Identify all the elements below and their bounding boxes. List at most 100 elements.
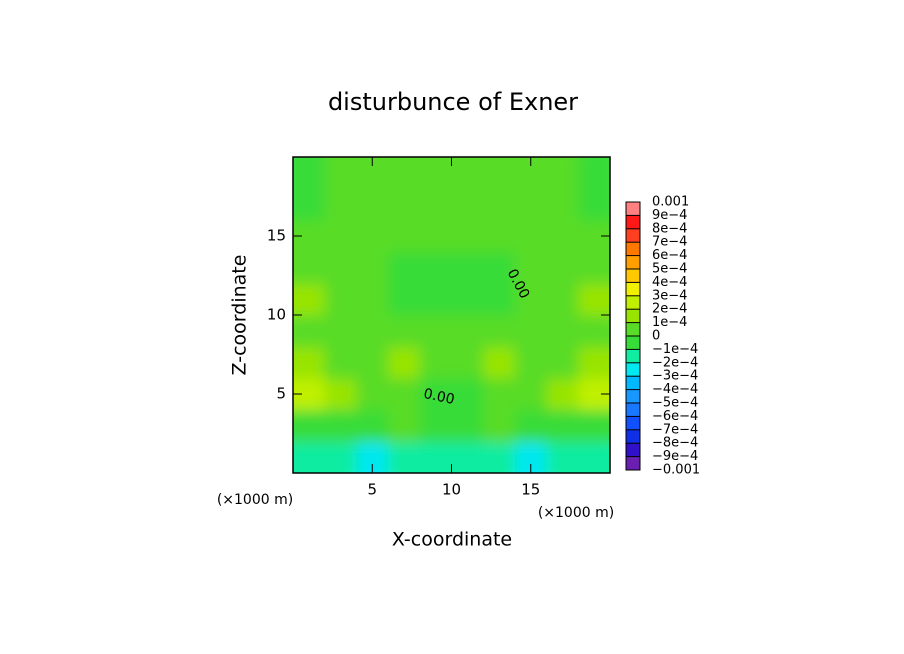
field-cell [578, 188, 610, 221]
colorbar-band [626, 215, 640, 229]
field-cell [388, 251, 421, 284]
field-cell [578, 378, 610, 411]
field-cell [451, 441, 484, 473]
colorbar-label: −2e−4 [652, 355, 698, 370]
colorbar-label: 7e−4 [652, 235, 687, 250]
field-cell [451, 220, 484, 253]
field-cell [483, 441, 516, 473]
field-cell [419, 378, 453, 411]
field-cell [356, 283, 389, 316]
field-cell [483, 220, 516, 253]
colorbar-label: 1e−4 [652, 315, 687, 330]
field-cells [293, 157, 610, 473]
field-cell [324, 283, 357, 316]
field-cell [293, 251, 326, 284]
field-cell [514, 409, 548, 442]
colorbar-band [626, 443, 640, 457]
field-cell [451, 315, 484, 348]
field-cell [324, 378, 357, 411]
colorbar-band [626, 376, 640, 390]
field-cell [293, 315, 326, 348]
field-cell [388, 188, 421, 221]
colorbar-label: −3e−4 [652, 369, 698, 384]
field-cell [514, 157, 548, 190]
field-cell [514, 378, 548, 411]
colorbar-band [626, 349, 640, 363]
field-cell [324, 188, 357, 221]
chart-title: disturbunce of Exner [328, 88, 578, 116]
colorbar-label: 8e−4 [652, 221, 687, 236]
field-cell [356, 441, 389, 473]
field-cell [451, 346, 484, 379]
field-cell [483, 315, 516, 348]
field-cell [356, 251, 389, 284]
field-cell [546, 346, 579, 379]
x-tick-label: 10 [442, 481, 461, 499]
field-cell [546, 251, 579, 284]
colorbar-label: −8e−4 [652, 436, 698, 451]
colorbar-band [626, 403, 640, 417]
field-cell [546, 378, 579, 411]
field-cell [578, 315, 610, 348]
field-cell [483, 188, 516, 221]
field-cell [419, 251, 453, 284]
colorbar-label: 0.001 [652, 195, 689, 210]
field-cell [546, 220, 579, 253]
colorbar-label: 5e−4 [652, 262, 687, 277]
field-cell [483, 283, 516, 316]
field-cell [578, 220, 610, 253]
field-cell [388, 315, 421, 348]
field-cell [514, 251, 548, 284]
y-axis-label: Z-coordinate [229, 255, 251, 376]
field-cell [546, 188, 579, 221]
field-cell [419, 441, 453, 473]
field-cell [451, 283, 484, 316]
colorbar-label: −5e−4 [652, 396, 698, 411]
field-cell [293, 346, 326, 379]
colorbar-label: −0.001 [652, 463, 700, 478]
field-cell [483, 251, 516, 284]
field [293, 157, 610, 473]
field-cell [546, 441, 579, 473]
field-cell [546, 409, 579, 442]
colorbar-band [626, 255, 640, 269]
field-cell [578, 441, 610, 473]
x-tick-label: 15 [521, 481, 540, 499]
field-cell [356, 220, 389, 253]
field-cell [388, 378, 421, 411]
x-unit-label: (×1000 m) [538, 505, 614, 521]
field-cell [483, 346, 516, 379]
field-cell [293, 378, 326, 411]
field-cell [324, 315, 357, 348]
field-cell [451, 409, 484, 442]
field-cell [356, 188, 389, 221]
colorbar-band [626, 416, 640, 430]
colorbar-label: −6e−4 [652, 409, 698, 424]
x-tick-label: 5 [367, 481, 377, 499]
field-cell [578, 346, 610, 379]
field-cell [388, 157, 421, 190]
field-cell [419, 283, 453, 316]
colorbar-label: 3e−4 [652, 288, 687, 303]
colorbar-band [626, 295, 640, 310]
field-cell [483, 409, 516, 442]
colorbar-band [626, 429, 640, 444]
field-cell [451, 188, 484, 221]
field-cell [356, 315, 389, 348]
field-cell [419, 346, 453, 379]
field-cell [293, 188, 326, 221]
field-cell [578, 157, 610, 190]
colorbar-band [626, 389, 640, 403]
colorbar-label: −1e−4 [652, 342, 698, 357]
field-cell [419, 315, 453, 348]
field-cell [546, 283, 579, 316]
field-cell [578, 283, 610, 316]
field-cell [356, 409, 389, 442]
field-cell [514, 188, 548, 221]
field-cell [419, 157, 453, 190]
field-cell [514, 283, 548, 316]
colorbar-band [626, 282, 640, 296]
field-cell [388, 409, 421, 442]
field-cell [388, 441, 421, 473]
